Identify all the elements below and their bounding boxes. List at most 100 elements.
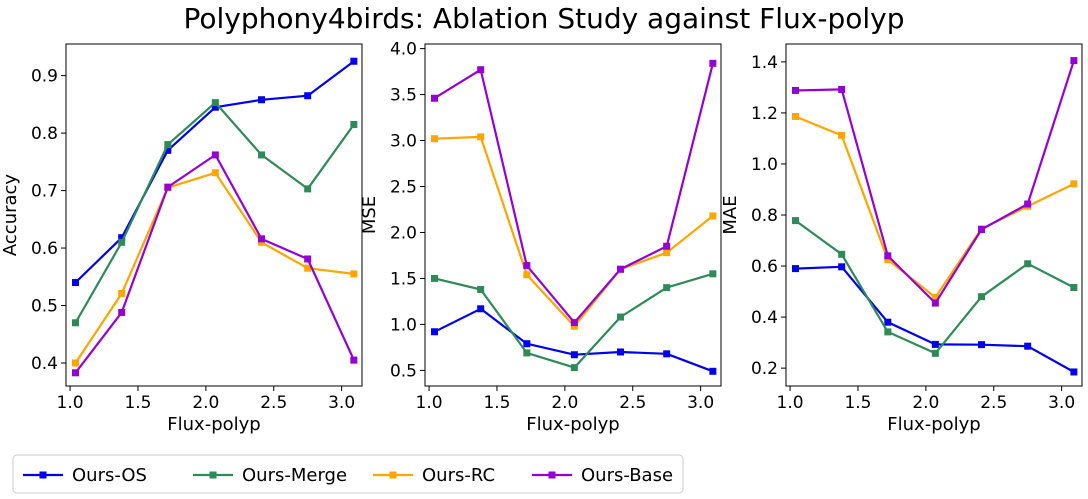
y-tick-label: 1.2 (751, 104, 778, 124)
x-tick-label: 1.5 (483, 393, 510, 413)
data-point-ours-merge (931, 349, 939, 357)
data-point-ours-base (838, 85, 846, 93)
data-point-ours-os (931, 340, 939, 348)
data-point-ours-merge (304, 185, 312, 193)
data-point-ours-os (978, 341, 986, 349)
legend-frame (12, 454, 684, 494)
y-tick-label: 1.0 (751, 155, 778, 175)
x-axis-label: Flux-polyp (887, 414, 980, 435)
figure-title: Polyphony4birds: Ablation Study against … (184, 2, 905, 35)
data-point-ours-os (477, 305, 485, 313)
series-line-ours-os (434, 307, 714, 373)
y-tick-label: 1.0 (390, 315, 417, 335)
x-axis-label: Flux-polyp (526, 414, 619, 435)
x-tick-label: 1.5 (124, 393, 151, 413)
y-tick-label: 3.5 (390, 86, 417, 106)
data-point-ours-os (258, 96, 266, 104)
data-point-ours-rc (931, 293, 939, 301)
x-tick-label: 1.0 (416, 393, 443, 413)
data-point-ours-rc (570, 322, 578, 330)
legend-marker-ours-merge (209, 471, 217, 479)
data-point-ours-base (211, 151, 219, 159)
subplot-accuracy: 1.0 1.5 2.0 2.5 3.0 0.4 0.5 0.6 0.7 0.8 0.9 Flux-po… (0, 43, 363, 435)
data-point-ours-os (72, 279, 80, 287)
data-point-ours-rc (211, 169, 219, 177)
data-point-ours-rc (1070, 180, 1078, 188)
x-tick-label: 1.5 (844, 393, 871, 413)
legend: Ours-OS Ours-Merge Ours-RC Ours-Base (12, 454, 684, 494)
y-tick-label: 0.9 (31, 67, 58, 87)
y-axis-label: Accuracy (0, 174, 21, 257)
legend-marker-ours-base (548, 471, 556, 479)
data-point-ours-merge (1024, 260, 1032, 268)
x-tick-label: 3.0 (328, 393, 355, 413)
data-point-ours-rc (350, 270, 358, 278)
y-tick-label: 2.0 (390, 223, 417, 243)
series-line-ours-base (74, 153, 355, 374)
legend-marker-ours-rc (389, 471, 397, 479)
data-point-ours-base (350, 356, 358, 364)
data-point-ours-base (523, 262, 531, 270)
data-point-ours-os (570, 351, 578, 359)
x-axis-label: Flux-polyp (167, 414, 260, 435)
x-tick-label: 2.0 (192, 393, 219, 413)
axes-frame (65, 43, 363, 387)
data-point-ours-os (617, 348, 625, 356)
series-line-ours-rc (795, 115, 1075, 299)
y-axis-label: MSE (359, 196, 380, 234)
data-point-ours-base (304, 255, 312, 263)
data-point-ours-merge (523, 349, 531, 357)
data-point-ours-base (978, 226, 986, 234)
axes-frame (424, 43, 722, 387)
data-point-ours-merge (617, 313, 625, 321)
data-point-ours-os (211, 103, 219, 111)
series-line-ours-merge (794, 219, 1075, 355)
y-tick-label: 2.5 (390, 178, 417, 198)
data-point-ours-merge (164, 141, 172, 149)
data-point-ours-merge (838, 250, 846, 258)
y-tick-label: 4.0 (390, 40, 417, 60)
legend-label-ours-merge: Ours-Merge (242, 465, 347, 486)
x-tick-label: 2.0 (551, 393, 578, 413)
data-point-ours-rc (792, 112, 800, 120)
data-point-ours-rc (663, 249, 671, 257)
subplot-mse: 1.0 1.5 2.0 2.5 3.0 0.5 1.0 1.5 2.0 2.5 3.0 3.5 4.0 F… (359, 40, 722, 435)
data-point-ours-merge (978, 293, 986, 301)
data-point-ours-os (523, 340, 531, 348)
y-tick-label: 0.8 (751, 206, 778, 226)
y-tick-label: 0.6 (751, 257, 778, 277)
data-point-ours-rc (884, 256, 892, 264)
y-tick-label: 0.5 (390, 361, 417, 381)
y-tick-label: 0.7 (31, 182, 58, 202)
subplot-mae: 1.0 1.5 2.0 2.5 3.0 0.2 0.4 0.6 0.8 1.0 1.2 1.4 Flux… (720, 43, 1083, 435)
data-point-ours-merge (792, 217, 800, 225)
data-point-ours-rc (477, 133, 485, 141)
y-tick-label: 0.8 (31, 124, 58, 144)
legend-label-ours-os: Ours-OS (72, 465, 147, 486)
legend-marker-ours-os (39, 471, 47, 479)
data-point-ours-base (617, 265, 625, 273)
data-point-ours-rc (118, 289, 126, 297)
x-tick-label: 2.5 (619, 393, 646, 413)
x-tick-label: 2.5 (980, 393, 1007, 413)
x-tick-label: 2.5 (260, 393, 287, 413)
data-point-ours-merge (211, 99, 219, 107)
y-tick-label: 1.5 (390, 269, 417, 289)
data-point-ours-os (304, 92, 312, 100)
data-point-ours-base (118, 308, 126, 316)
data-point-ours-base (792, 86, 800, 94)
data-point-ours-os (663, 350, 671, 358)
x-tick-label: 1.0 (777, 393, 804, 413)
data-point-ours-rc (72, 359, 80, 367)
data-point-ours-base (164, 183, 172, 191)
data-point-ours-base (431, 94, 439, 102)
data-point-ours-base (663, 242, 671, 250)
data-point-ours-os (1024, 342, 1032, 350)
data-point-ours-merge (350, 120, 358, 128)
data-point-ours-base (258, 235, 266, 243)
data-point-ours-merge (663, 284, 671, 292)
data-point-ours-base (931, 299, 939, 307)
y-tick-label: 3.0 (390, 132, 417, 152)
data-point-ours-merge (884, 328, 892, 336)
